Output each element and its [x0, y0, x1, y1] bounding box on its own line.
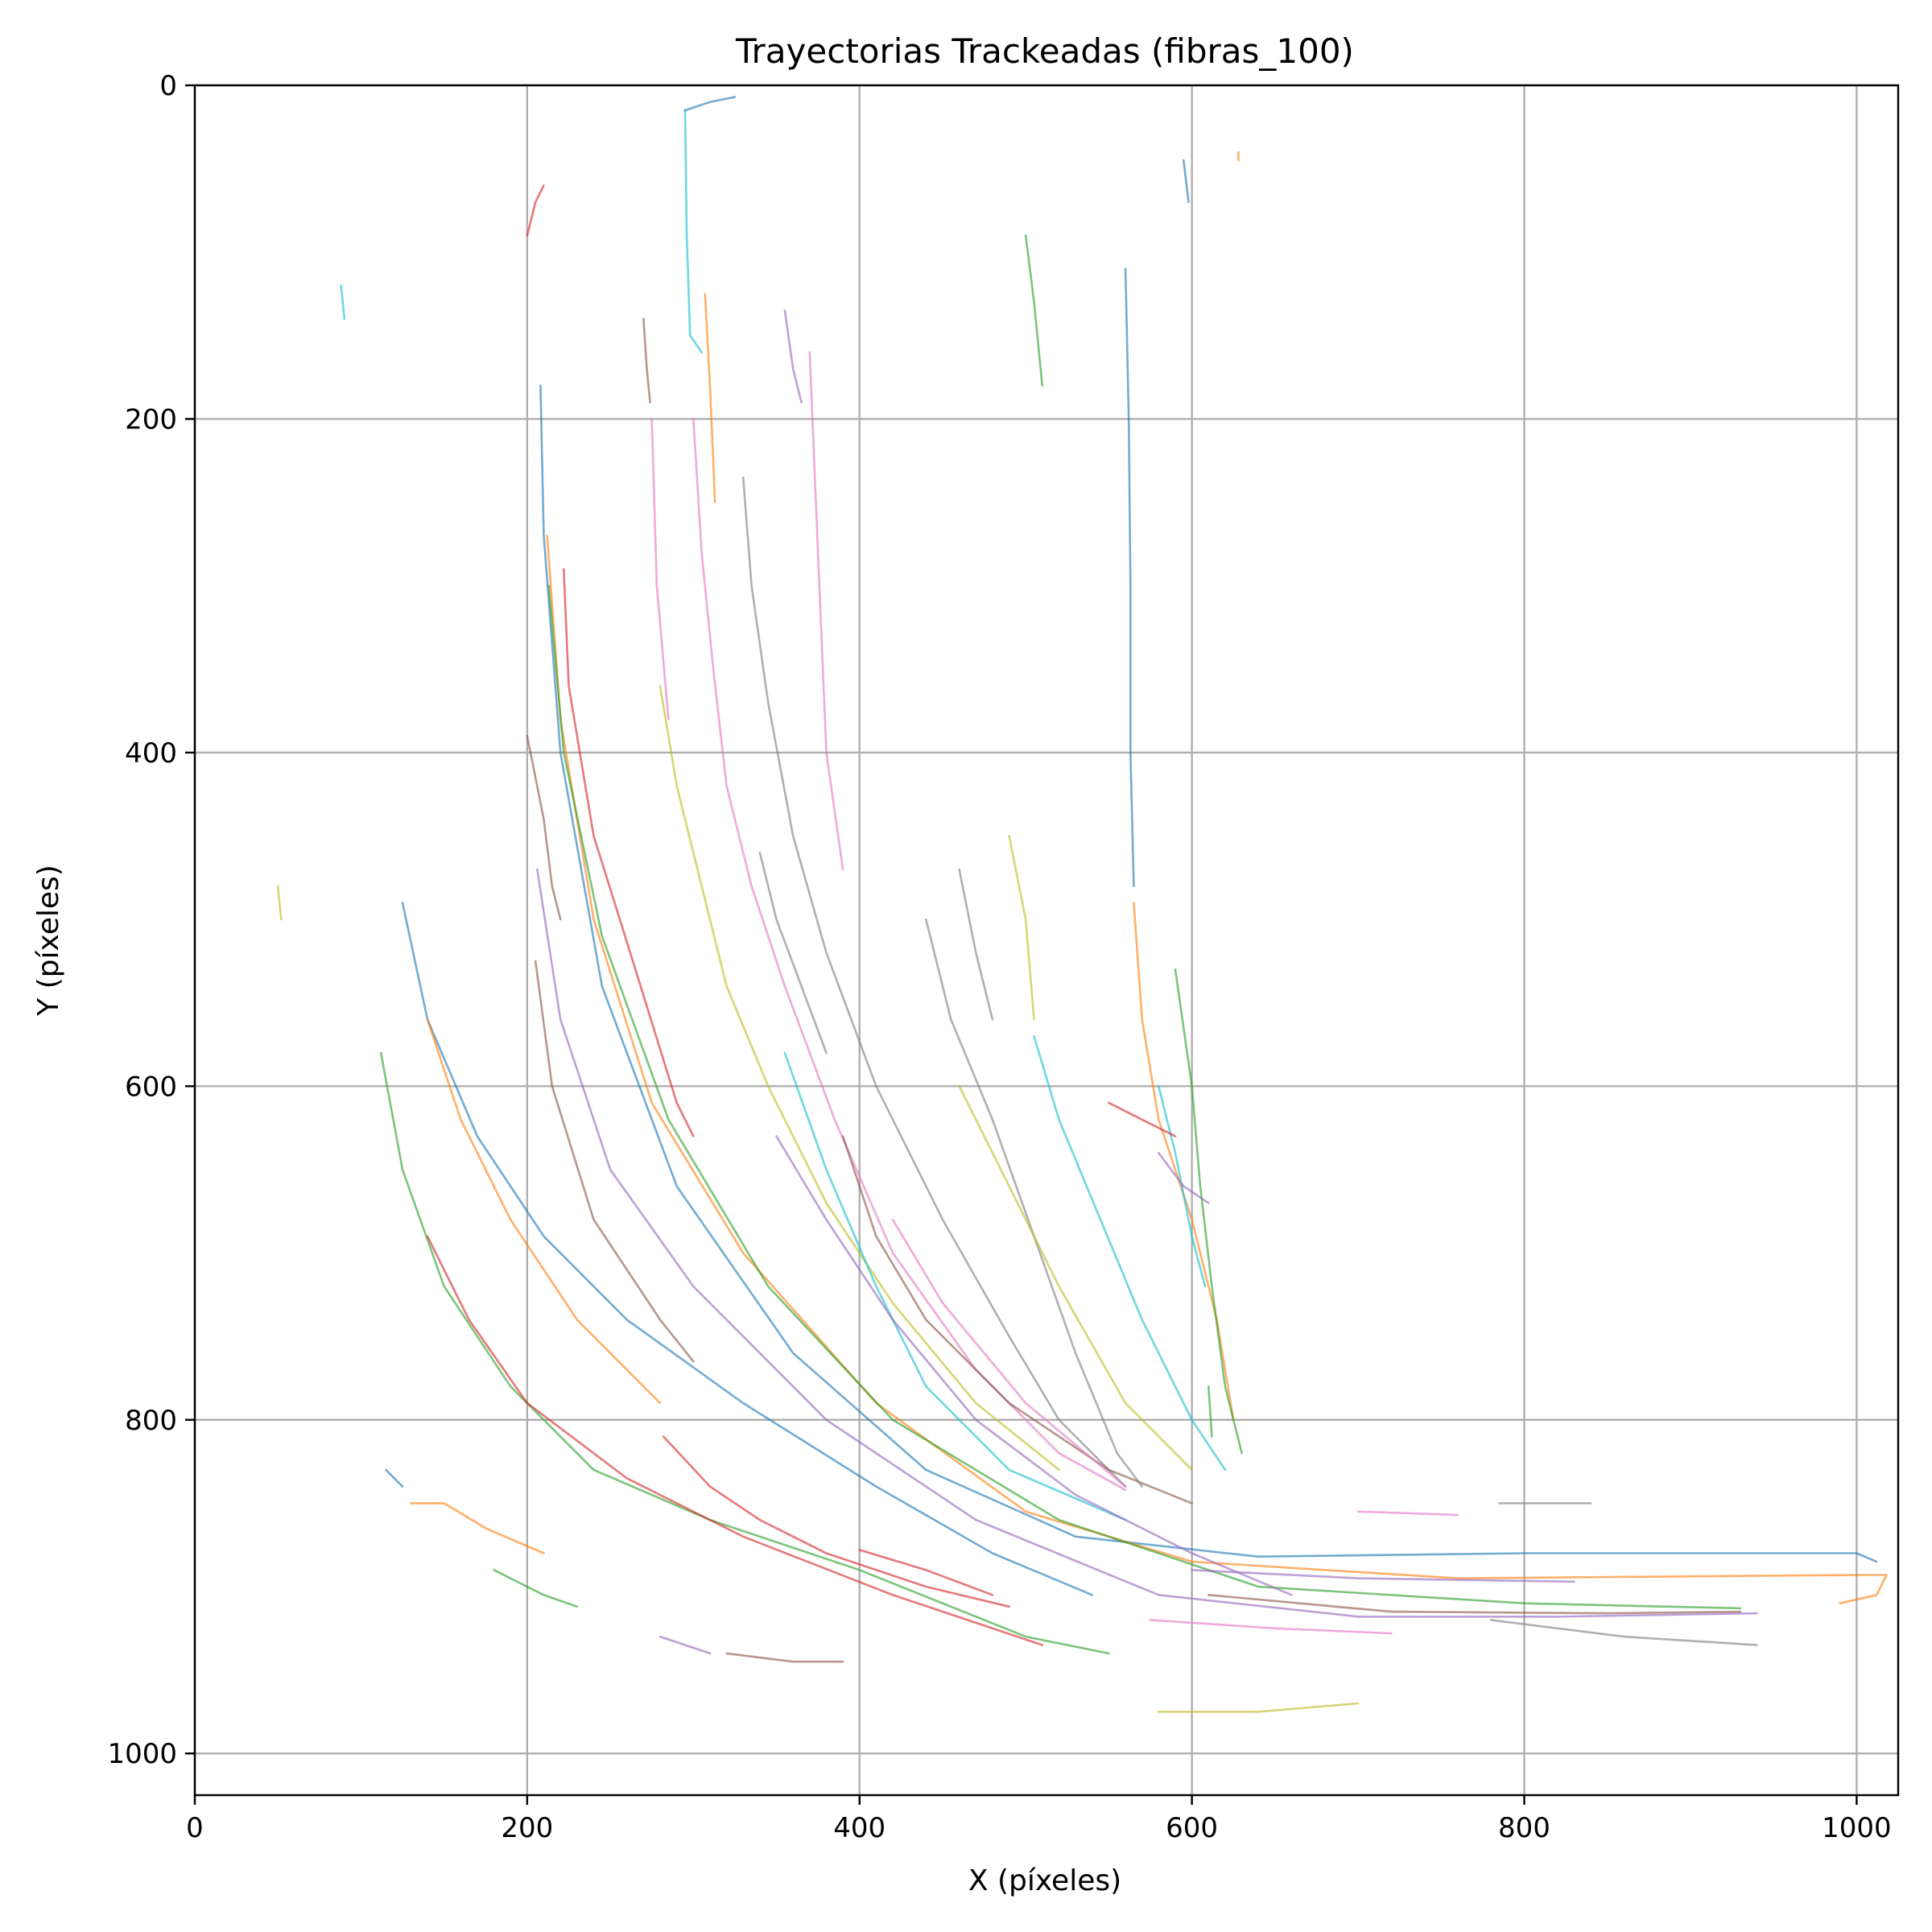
x-tick-label: 0 — [186, 1812, 204, 1844]
x-axis-label: X (píxeles) — [968, 1864, 1121, 1897]
trajectory-t53 — [1208, 1385, 1213, 1438]
trajectory-t21 — [1124, 267, 1135, 887]
trajectory-t39 — [1008, 835, 1035, 1021]
trajectory-t33 — [1024, 234, 1044, 387]
trajectory-t14 — [426, 1235, 1044, 1646]
trajectory-t22 — [1133, 902, 1235, 1422]
trajectory-t12 — [426, 1018, 662, 1405]
y-tick-label: 600 — [125, 1071, 177, 1103]
trajectory-t1 — [539, 384, 1878, 1563]
trajectory-t56 — [526, 734, 562, 921]
trajectory-t42 — [410, 1502, 545, 1554]
trajectory-t2 — [546, 535, 1888, 1604]
trajectory-t27 — [1149, 1619, 1393, 1635]
trajectory-t25 — [1191, 1569, 1575, 1583]
trajectory-t30 — [683, 109, 703, 353]
plot-frame — [193, 84, 1900, 1797]
trajectory-t15 — [775, 1135, 1293, 1596]
trajectory-t38 — [958, 868, 994, 1021]
trajectory-t19 — [958, 1085, 1193, 1472]
trajectory-t9 — [658, 684, 1060, 1472]
trajectory-t26 — [1208, 1594, 1742, 1615]
trajectory-t29 — [1158, 1702, 1360, 1713]
trajectory-t3 — [547, 584, 1742, 1610]
trajectory-t55 — [1158, 1151, 1210, 1204]
trajectory-t31 — [683, 96, 737, 112]
trajectory-t34 — [526, 184, 545, 237]
y-tick-label: 800 — [125, 1405, 177, 1437]
trajectory-t28 — [1489, 1619, 1758, 1646]
x-tick-label: 600 — [1166, 1812, 1218, 1844]
y-tick-label: 200 — [125, 403, 177, 436]
trajectory-t54 — [1108, 1101, 1177, 1137]
trajectory-t8 — [741, 476, 1127, 1488]
trajectory-t49 — [276, 885, 283, 921]
trajectory-t37 — [808, 351, 844, 871]
trajectory-t32 — [704, 292, 716, 504]
trajectory-t51 — [1183, 159, 1190, 204]
x-axis-ticks: 0 200 400 600 800 1000 — [186, 1795, 1892, 1844]
y-tick-label: 400 — [125, 737, 177, 770]
trajectory-t35 — [783, 309, 803, 404]
trajectory-t24 — [662, 1435, 1010, 1608]
x-tick-label: 1000 — [1822, 1812, 1892, 1844]
trajectory-t44 — [858, 1549, 994, 1596]
trajectory-t17 — [891, 1218, 1127, 1488]
y-tick-label: 1000 — [107, 1738, 177, 1770]
trajectory-t11 — [401, 902, 1094, 1596]
x-tick-label: 400 — [833, 1812, 886, 1844]
trajectory-t16 — [841, 1135, 1193, 1505]
chart-title: Trayectorias Trackeadas (fibras_100) — [735, 31, 1354, 71]
trajectory-t43 — [493, 1569, 579, 1608]
x-tick-label: 200 — [501, 1812, 553, 1844]
trajectory-t57 — [650, 418, 670, 720]
plot-area — [276, 96, 1888, 1713]
trajectory-t23 — [1174, 968, 1243, 1455]
trajectory-t47 — [1356, 1510, 1459, 1517]
trajectory-t41 — [385, 1468, 404, 1488]
trajectory-t36 — [642, 317, 651, 404]
trajectory-t20 — [1033, 1034, 1227, 1472]
trajectory-t40 — [1158, 1085, 1207, 1288]
x-tick-label: 800 — [1498, 1812, 1550, 1844]
trajectory-t58 — [758, 851, 828, 1055]
trajectory-t4 — [562, 568, 695, 1137]
trajectory-t46 — [725, 1652, 844, 1663]
grid — [193, 84, 1898, 1795]
y-axis-ticks: 0 200 400 600 800 1000 — [107, 70, 195, 1770]
trajectory-t13 — [379, 1051, 1110, 1655]
y-tick-label: 0 — [159, 70, 177, 102]
trajectory-t5 — [535, 868, 1758, 1618]
trajectory-t50 — [340, 284, 346, 320]
trajectory-t6 — [534, 960, 695, 1363]
y-axis-label: Y (píxeles) — [32, 865, 65, 1017]
trajectory-t45 — [658, 1635, 712, 1655]
trajectory-t10 — [783, 1051, 1127, 1521]
